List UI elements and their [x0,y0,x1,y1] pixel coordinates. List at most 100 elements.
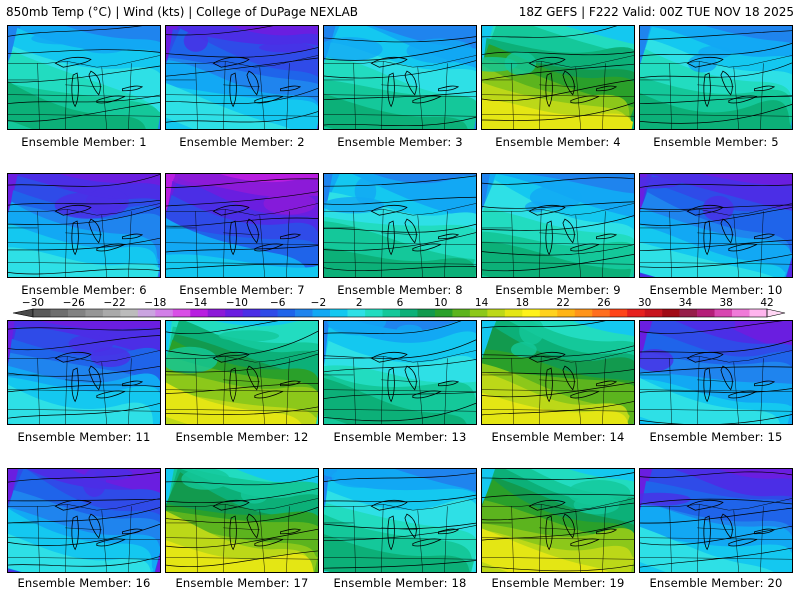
ensemble-map-panel [323,468,477,573]
ensemble-member-caption: Ensemble Member: 3 [337,135,463,149]
colorbar-swatch [539,309,558,317]
colorbar-swatch [382,309,401,317]
ensemble-map-panel [481,320,635,425]
colorbar-swatch [644,309,663,317]
colorbar-tick-label: 30 [638,297,651,309]
colorbar-tick-label: −6 [270,297,286,309]
ensemble-member-caption: Ensemble Member: 16 [17,576,151,590]
ensemble-map-panel [7,320,161,425]
ensemble-map-panel [639,173,793,278]
ensemble-member-caption: Ensemble Member: 7 [179,283,305,297]
colorbar-tick-label: 10 [434,297,447,309]
colorbar-tick-label: 2 [356,297,363,309]
colorbar-swatch [260,309,278,317]
ensemble-map-panel [639,320,793,425]
colorbar-swatch [662,309,680,317]
colorbar-swatch [434,309,453,317]
ensemble-member-caption: Ensemble Member: 18 [333,576,467,590]
ensemble-map-panel [7,173,161,278]
colorbar-tick-label: −30 [22,297,44,309]
colorbar-swatch [172,309,191,317]
colorbar-swatch [469,309,488,317]
colorbar-swatch [242,309,261,317]
ensemble-map-panel [481,25,635,130]
ensemble-member-caption: Ensemble Member: 12 [175,430,309,444]
colorbar-swatch [347,309,366,317]
colorbar-tick-label: −2 [311,297,326,309]
colorbar-swatch [102,309,121,317]
colorbar-swatch [277,309,296,317]
ensemble-member-caption: Ensemble Member: 5 [653,135,779,149]
ensemble-map-panel [165,468,319,573]
colorbar-tick-label: 14 [475,297,489,309]
colorbar-tick-label: 22 [556,297,569,309]
colorbar-tick-label: −22 [104,297,126,309]
header-title: 850mb Temp (°C) | Wind (kts) | College o… [6,5,359,19]
ensemble-member-caption: Ensemble Member: 2 [179,135,305,149]
colorbar-swatch [504,309,523,317]
colorbar-swatch [330,309,348,317]
ensemble-member-caption: Ensemble Member: 15 [649,430,783,444]
ensemble-member-caption: Ensemble Member: 9 [495,283,621,297]
ensemble-member-caption: Ensemble Member: 11 [17,430,151,444]
colorbar-swatch [67,309,86,317]
colorbar-tick-label: 18 [516,297,529,309]
colorbar-swatch [120,309,139,317]
ensemble-map-panel [639,25,793,130]
colorbar-swatch [592,309,611,317]
colorbar-swatch [574,309,593,317]
ensemble-map-panel [481,468,635,573]
colorbar-swatch [609,309,628,317]
colorbar-swatch [400,309,418,317]
colorbar-swatch [33,309,51,317]
colorbar-tick-label: 42 [760,297,773,309]
ensemble-member-caption: Ensemble Member: 6 [21,283,147,297]
ensemble-member-caption: Ensemble Member: 19 [491,576,625,590]
ensemble-member-caption: Ensemble Member: 8 [337,283,463,297]
colorbar-swatch [312,309,331,317]
ensemble-map-panel [165,173,319,278]
colorbar-swatch [732,309,750,317]
colorbar-swatch [85,309,104,317]
temperature-colorbar: −30 −26 −22 −18 −14 −10 −6 −2 2 6 10 14 18 22 26 30 34 38… [12,297,786,318]
colorbar-swatch [190,309,209,317]
colorbar-tick-label: −14 [185,297,207,309]
colorbar-tick-label: 34 [679,297,693,309]
ensemble-map-panel [7,468,161,573]
colorbar-swatch [417,309,436,317]
ensemble-member-caption: Ensemble Member: 20 [649,576,783,590]
ensemble-member-caption: Ensemble Member: 4 [495,135,621,149]
ensemble-map-panel [323,320,477,425]
colorbar-tick-label: −10 [226,297,248,309]
ensemble-map-panel [323,173,477,278]
colorbar-swatch [452,309,471,317]
colorbar-swatch [749,309,768,317]
colorbar-swatch [487,309,506,317]
colorbar-swatch [697,309,715,317]
colorbar-swatch [137,309,156,317]
colorbar-tick-label: 26 [597,297,611,309]
colorbar-tick-label: 38 [720,297,733,309]
header-valid-time: 18Z GEFS | F222 Valid: 00Z TUE NOV 18 20… [518,5,794,19]
colorbar-swatch [155,309,174,317]
colorbar-swatch [207,309,226,317]
ensemble-map-panel [323,25,477,130]
ensemble-map-panel [481,173,635,278]
ensemble-map-panel [639,468,793,573]
colorbar-swatch [295,309,313,317]
colorbar-tick-label: 6 [397,297,404,309]
ensemble-member-caption: Ensemble Member: 13 [333,430,467,444]
ensemble-map-panel [165,25,319,130]
colorbar-swatch [627,309,645,317]
colorbar-swatch [225,309,244,317]
ensemble-member-caption: Ensemble Member: 14 [491,430,625,444]
colorbar-swatch [679,309,698,317]
ensemble-member-caption: Ensemble Member: 1 [21,135,147,149]
colorbar-swatch [557,309,576,317]
colorbar-swatch [522,309,541,317]
ensemble-map-panel [7,25,161,130]
colorbar-swatch [714,309,733,317]
ensemble-member-caption: Ensemble Member: 10 [649,283,783,297]
colorbar-tick-label: −26 [63,297,85,309]
ensemble-member-caption: Ensemble Member: 17 [175,576,309,590]
